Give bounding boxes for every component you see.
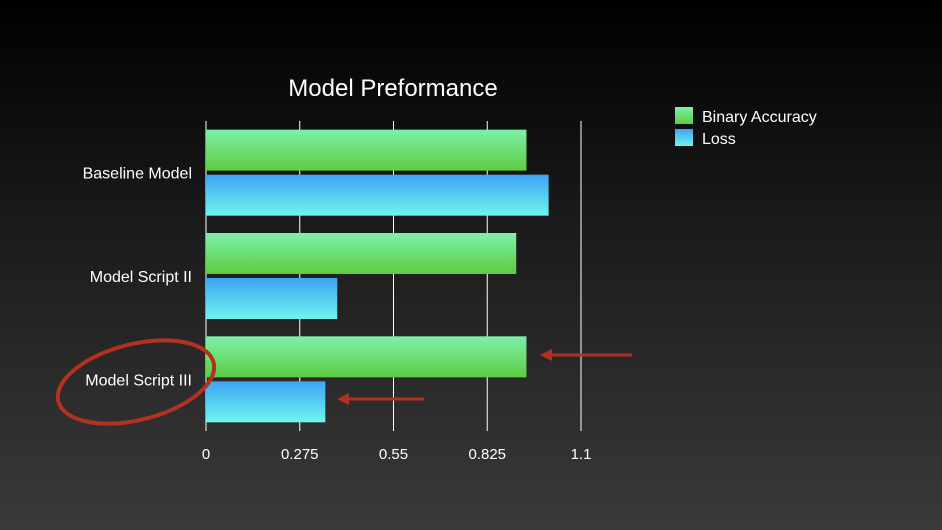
x-tick-label: 0.55 (379, 446, 408, 463)
annotations (55, 338, 632, 426)
x-tick-label: 1.1 (571, 446, 592, 463)
annotation-arrow-loss (337, 393, 424, 405)
x-tick-labels: 0 0.275 0.55 0.825 1.1 (202, 446, 592, 463)
bar-binary-accuracy (206, 129, 527, 171)
legend-label-loss: Loss (702, 131, 736, 148)
highlight-circle (55, 338, 217, 426)
x-tick-label: 0.825 (468, 446, 506, 463)
bars (206, 129, 549, 423)
bar-loss (206, 278, 338, 319)
category-label: Baseline Model (83, 166, 192, 183)
category-labels: Baseline Model Model Script II Model Scrip… (83, 166, 192, 390)
annotation-arrow-accuracy (540, 349, 632, 361)
legend: Binary Accuracy Loss (675, 107, 817, 148)
legend-swatch-loss (675, 129, 693, 146)
category-label: Model Script II (90, 269, 192, 286)
x-tick-label: 0 (202, 446, 210, 463)
category-label: Model Script III (85, 372, 192, 389)
bar-binary-accuracy (206, 336, 527, 378)
bar-loss (206, 381, 326, 423)
chart-title: Model Preformance (288, 75, 497, 102)
x-tick-label: 0.275 (281, 446, 319, 463)
bar-loss (206, 174, 549, 216)
legend-swatch-binary-accuracy (675, 107, 693, 124)
bar-binary-accuracy (206, 233, 517, 274)
legend-label-binary-accuracy: Binary Accuracy (702, 109, 817, 126)
gridlines (205, 121, 582, 431)
